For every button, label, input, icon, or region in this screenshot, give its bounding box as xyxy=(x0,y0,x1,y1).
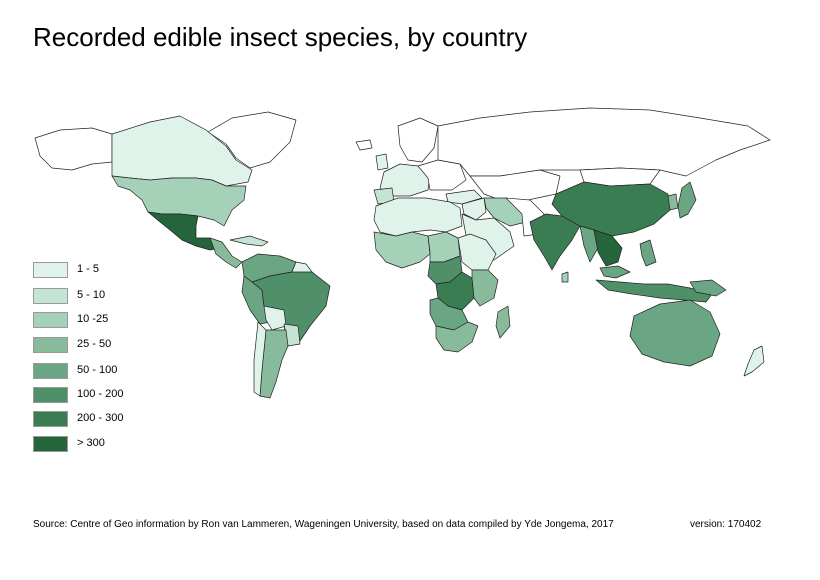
region-caribbean xyxy=(229,235,269,247)
legend-label: 100 - 200 xyxy=(77,388,124,400)
legend-label: 25 - 50 xyxy=(77,338,112,350)
legend-swatch xyxy=(33,312,68,328)
legend-label: 10 -25 xyxy=(77,313,109,325)
legend-label: 50 - 100 xyxy=(77,364,118,376)
legend-swatch xyxy=(33,436,68,452)
region-central-america xyxy=(209,237,243,269)
legend-swatch xyxy=(33,288,68,304)
region-iraq-syria xyxy=(461,197,487,221)
region-north-africa xyxy=(373,197,463,237)
region-southern-africa xyxy=(435,321,479,353)
region-madagascar xyxy=(495,305,511,339)
source-note: Source: Centre of Geo information by Ron… xyxy=(33,519,614,530)
version-label: version: 170402 xyxy=(690,519,762,530)
region-greenland xyxy=(207,111,297,169)
region-usa xyxy=(111,175,247,227)
region-bolivia xyxy=(263,305,287,331)
region-korea xyxy=(667,193,679,211)
region-china xyxy=(551,181,671,237)
region-myanmar xyxy=(579,225,599,263)
region-malaysia xyxy=(599,265,631,279)
region-alaska xyxy=(34,127,113,171)
region-uk xyxy=(375,153,389,171)
legend-label: 5 - 10 xyxy=(77,289,106,301)
map-title: Recorded edible insect species, by count… xyxy=(33,22,528,52)
region-chile xyxy=(253,321,267,397)
region-russia xyxy=(437,107,771,177)
region-thailand-laos-vietnam xyxy=(593,229,623,267)
region-australia xyxy=(629,299,721,367)
region-east-africa xyxy=(471,269,499,307)
legend-label: 200 - 300 xyxy=(77,412,124,424)
region-philippines xyxy=(639,239,657,267)
region-japan xyxy=(677,181,697,219)
legend-label: > 300 xyxy=(77,437,105,449)
region-scandinavia xyxy=(397,117,439,163)
legend-swatch xyxy=(33,387,68,403)
region-iceland xyxy=(355,139,373,151)
legend-swatch xyxy=(33,262,68,278)
region-sri-lanka xyxy=(561,271,569,283)
region-papua-new-guinea xyxy=(689,279,727,297)
region-west-africa xyxy=(373,231,431,269)
region-india xyxy=(529,213,581,271)
region-new-zealand xyxy=(743,345,765,377)
legend-swatch xyxy=(33,411,68,427)
legend-swatch xyxy=(33,337,68,353)
region-sudan-ethiopia xyxy=(457,233,497,271)
legend-swatch xyxy=(33,363,68,379)
legend-label: 1 - 5 xyxy=(77,263,100,275)
region-indonesia xyxy=(595,279,713,303)
